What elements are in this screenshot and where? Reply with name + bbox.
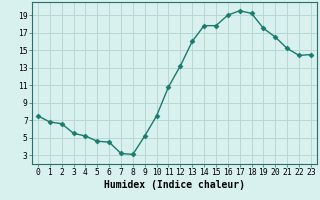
X-axis label: Humidex (Indice chaleur): Humidex (Indice chaleur): [104, 180, 245, 190]
